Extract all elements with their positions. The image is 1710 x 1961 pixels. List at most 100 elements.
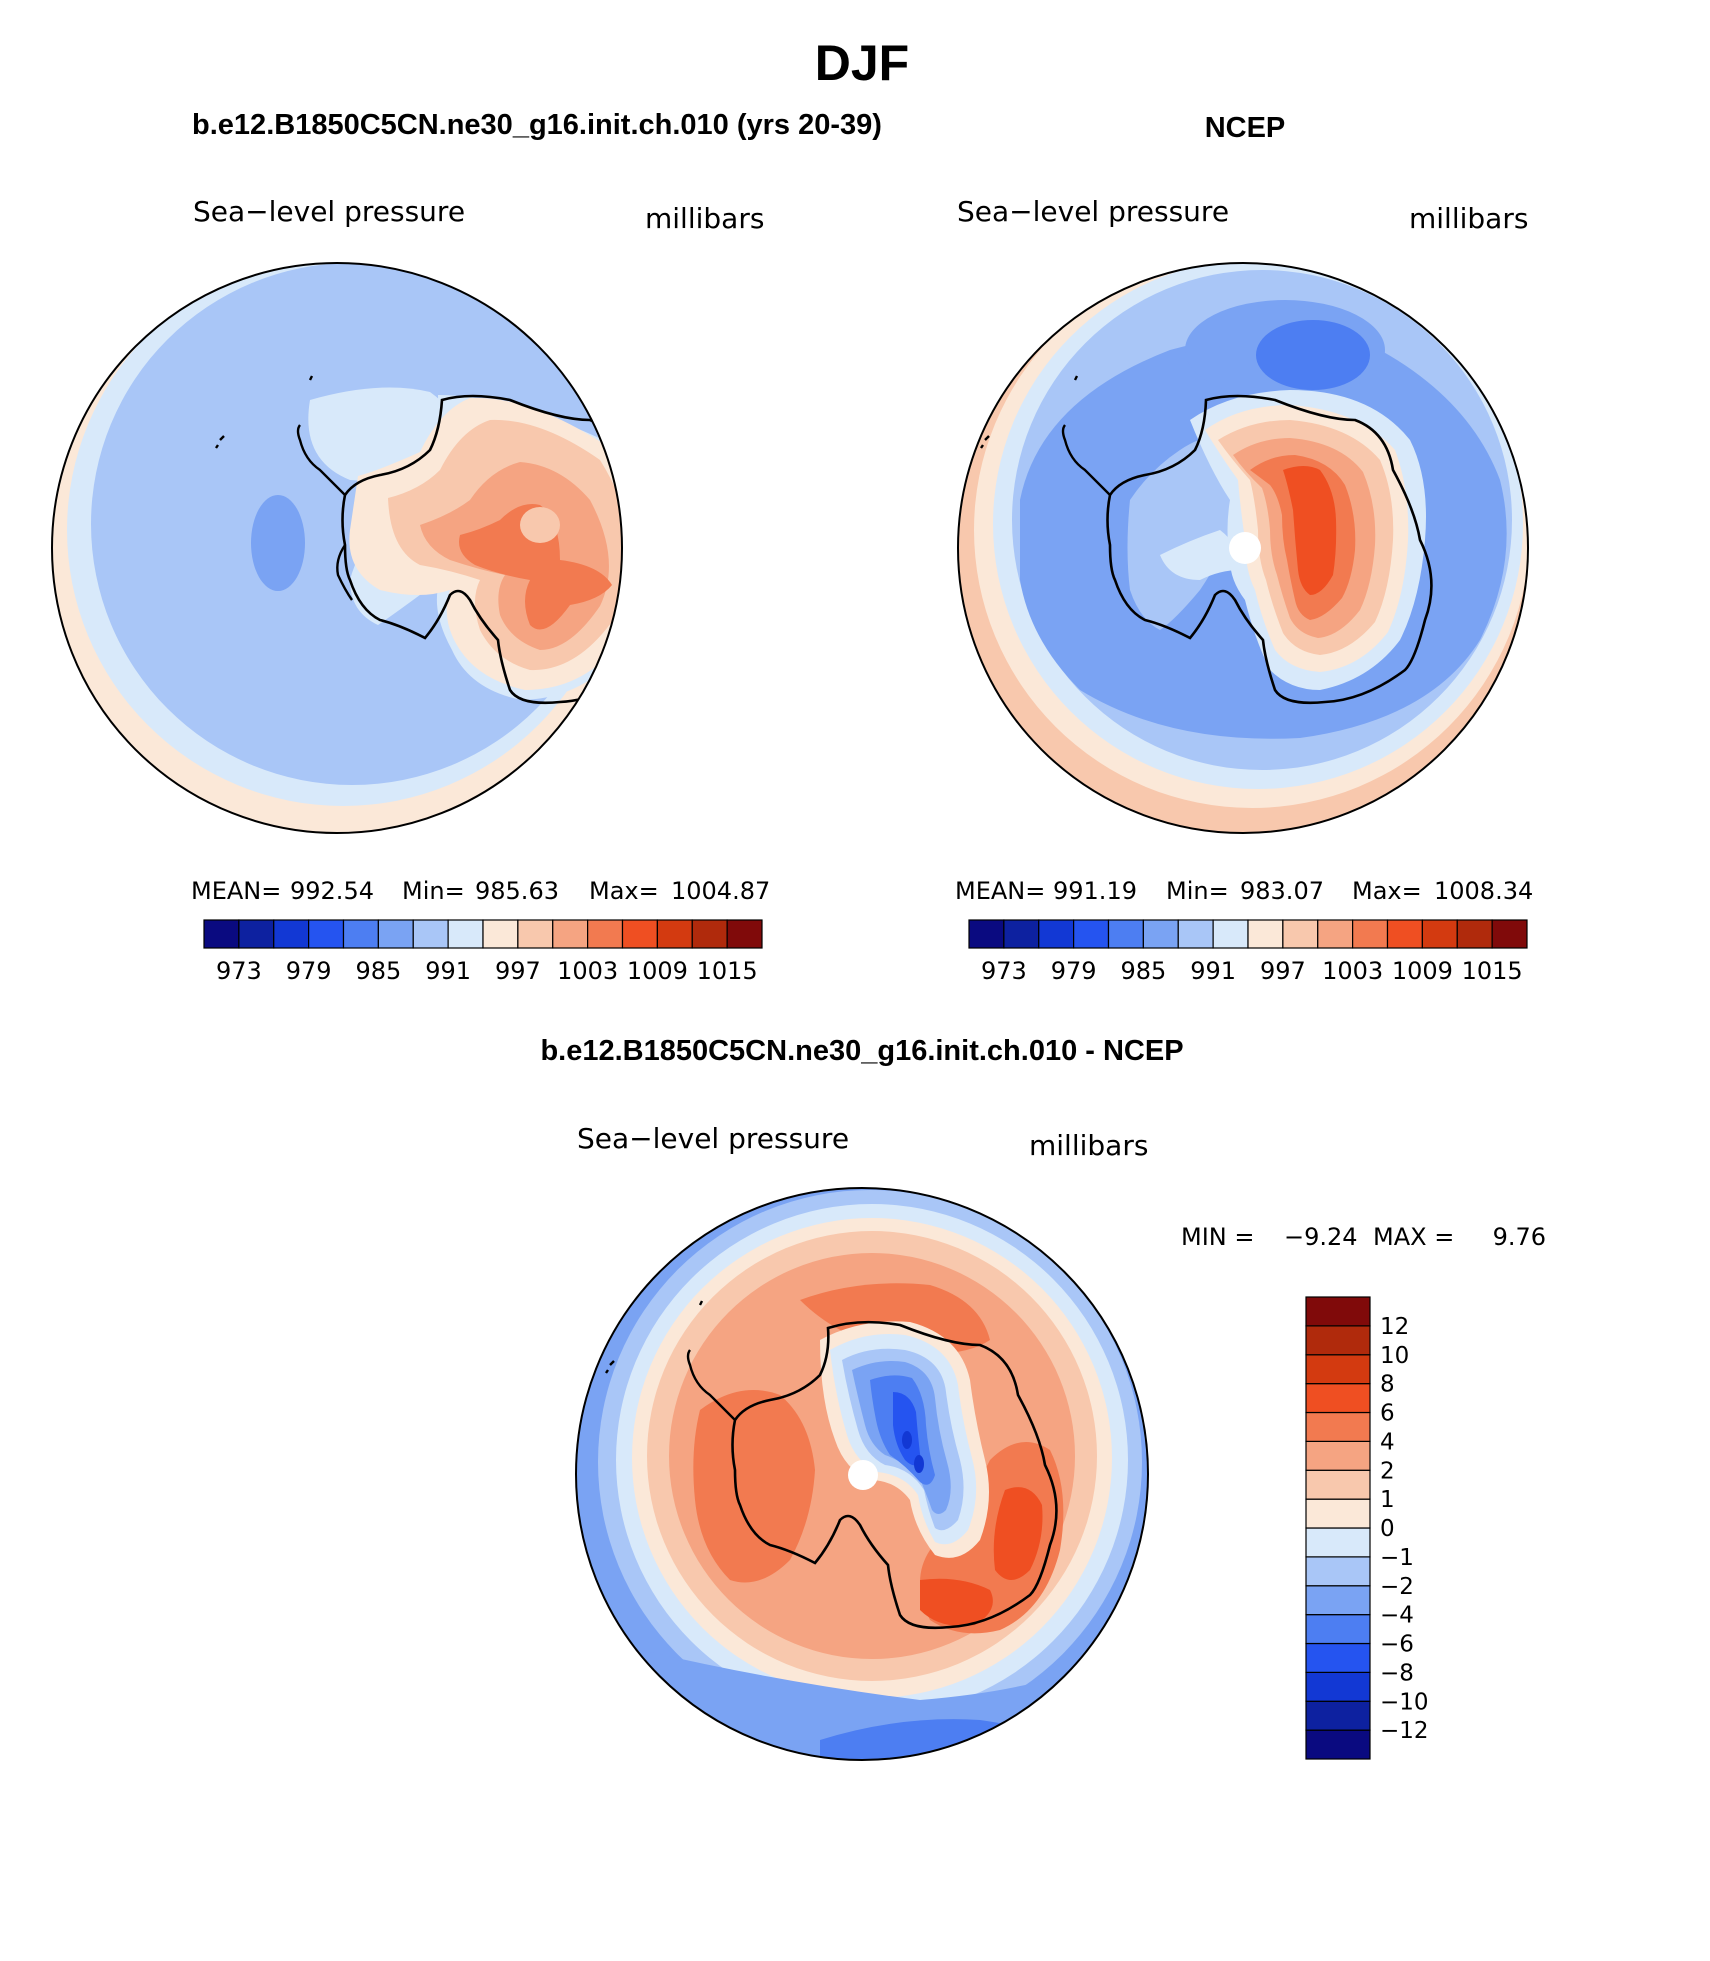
- colorbar-tick-label: 8: [1380, 1372, 1395, 1398]
- colorbar-swatch: [1282, 919, 1319, 949]
- colorbar-tick-label: 985: [1120, 957, 1166, 985]
- colorbar-tick-label: −10: [1380, 1689, 1429, 1715]
- colorbar-tick-label: 991: [1190, 957, 1236, 985]
- colorbar-swatch: [203, 919, 240, 949]
- colorbar-swatch: [1305, 1440, 1371, 1471]
- min-value: −9.24: [1284, 1223, 1358, 1251]
- coastline: [296, 424, 346, 496]
- coastline: [731, 1320, 1058, 1630]
- mean-label: MEAN=: [955, 877, 1045, 905]
- colorbar-tick-label: 973: [981, 957, 1027, 985]
- colorbar-swatch: [1038, 919, 1075, 949]
- colorbar-swatch: [1317, 919, 1354, 949]
- max-label: Max=: [589, 877, 659, 905]
- colorbar-tick-label: −2: [1380, 1574, 1414, 1600]
- max-label: Max=: [1352, 877, 1422, 905]
- colorbar-tick-label: 1003: [557, 957, 618, 985]
- colorbar-swatch: [1305, 1729, 1371, 1760]
- colorbar-tick-label: 1015: [1462, 957, 1523, 985]
- panel-title: NCEP: [1205, 112, 1286, 144]
- map-band: [693, 1390, 815, 1583]
- colorbar: 973 979 985 991 997 1003 1009 1015: [203, 919, 763, 985]
- colorbar-tick-label: 6: [1380, 1401, 1395, 1427]
- map-band: [920, 1578, 993, 1626]
- colorbar-swatch: [1305, 1556, 1371, 1587]
- map-band: [893, 1392, 921, 1466]
- coastline: [605, 1300, 704, 1374]
- colorbar-swatch: [1305, 1527, 1371, 1558]
- colorbar-swatch: [1107, 919, 1144, 949]
- colorbar-swatch: [691, 919, 728, 949]
- polar-map: [52, 263, 622, 833]
- variable-label: Sea−level pressure: [957, 195, 1229, 228]
- pole-mask: [848, 1460, 878, 1490]
- colorbar-swatch: [1386, 919, 1423, 949]
- map-band: [1283, 466, 1337, 595]
- colorbar-tick-label: 4: [1380, 1429, 1395, 1455]
- colorbar-swatch: [342, 919, 379, 949]
- colorbar-tick-label: 1009: [1392, 957, 1453, 985]
- polar-map: [958, 263, 1528, 833]
- colorbar-tick-label: −12: [1380, 1718, 1429, 1744]
- colorbar-tick-label: 979: [286, 957, 332, 985]
- colorbar-swatch: [1003, 919, 1040, 949]
- polar-map: [576, 1188, 1148, 1760]
- units-label: millibars: [1029, 1129, 1148, 1162]
- min-value: 985.63: [475, 877, 559, 905]
- colorbar-swatch: [1305, 1469, 1371, 1500]
- min-label: Min=: [1166, 877, 1229, 905]
- coastline: [336, 544, 353, 601]
- max-label: MAX =: [1373, 1223, 1454, 1251]
- colorbar-tick-label: 1: [1380, 1487, 1395, 1513]
- colorbar-swatch: [308, 919, 345, 949]
- map-band: [800, 1283, 990, 1354]
- colorbar-swatch: [552, 919, 589, 949]
- colorbar-tick-label: 985: [355, 957, 401, 985]
- variable-label: Sea−level pressure: [577, 1122, 849, 1155]
- colorbar-tick-label: 2: [1380, 1458, 1395, 1484]
- mean-value: 992.54: [290, 877, 374, 905]
- colorbar-swatch: [1305, 1354, 1371, 1385]
- coastline: [341, 394, 622, 705]
- colorbar-swatch: [587, 919, 624, 949]
- min-label: MIN =: [1181, 1223, 1254, 1251]
- map-band: [902, 1431, 912, 1449]
- panel-title: b.e12.B1850C5CN.ne30_g16.init.ch.010 - N…: [540, 1035, 1183, 1067]
- colorbar-swatch: [1305, 1325, 1371, 1356]
- map-band: [914, 1455, 924, 1473]
- colorbar-swatch: [1305, 1585, 1371, 1616]
- max-value: 9.76: [1493, 1223, 1546, 1251]
- colorbar-swatch: [1177, 919, 1214, 949]
- coastline: [686, 1349, 736, 1421]
- map-band: [251, 495, 305, 591]
- colorbar-swatch: [1305, 1296, 1371, 1327]
- map-boundary: [957, 262, 1529, 834]
- panel-difference: b.e12.B1850C5CN.ne30_g16.init.ch.010 - N…: [540, 1035, 1546, 1761]
- colorbar-swatch: [238, 919, 275, 949]
- colorbar-tick-label: 973: [216, 957, 262, 985]
- colorbar-swatch: [1456, 919, 1493, 949]
- colorbar-tick-label: 979: [1051, 957, 1097, 985]
- colorbar: 973 979 985 991 997 1003 1009 1015: [968, 919, 1528, 985]
- colorbar-swatch: [1352, 919, 1389, 949]
- colorbar-tick-label: 997: [495, 957, 541, 985]
- map-boundary: [575, 1187, 1149, 1761]
- max-value: 1004.87: [671, 877, 770, 905]
- colorbar-tick-label: 991: [425, 957, 471, 985]
- coastline: [215, 375, 314, 449]
- pole-mask: [1229, 532, 1261, 564]
- colorbar-swatch: [1305, 1671, 1371, 1702]
- colorbar-swatch: [1305, 1614, 1371, 1645]
- colorbar-swatch: [1212, 919, 1249, 949]
- panel-title: b.e12.B1850C5CN.ne30_g16.init.ch.010 (yr…: [192, 109, 882, 141]
- colorbar-tick-label: 0: [1380, 1516, 1395, 1542]
- colorbar-swatch: [656, 919, 693, 949]
- map-band: [1160, 530, 1240, 580]
- colorbar-swatch: [1073, 919, 1110, 949]
- colorbar-swatch: [726, 919, 763, 949]
- mean-label: MEAN=: [191, 877, 281, 905]
- variable-label: Sea−level pressure: [193, 195, 465, 228]
- map-band: [993, 1487, 1043, 1580]
- colorbar-swatch: [968, 919, 1005, 949]
